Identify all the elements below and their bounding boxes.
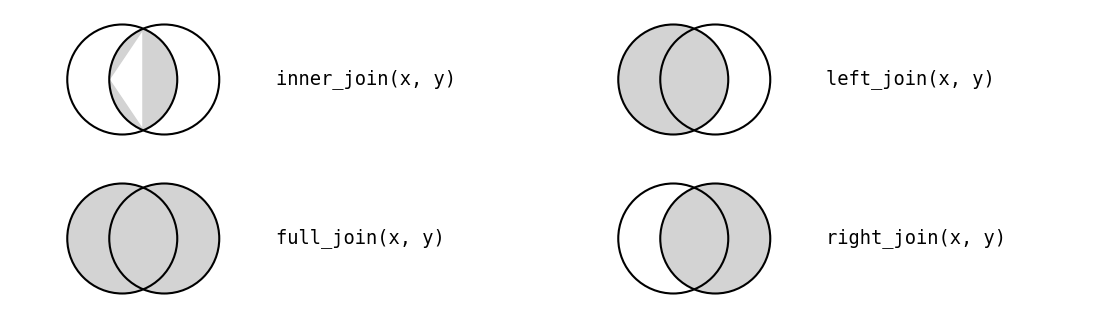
Text: right_join(x, y): right_join(x, y): [826, 229, 1006, 248]
Ellipse shape: [109, 183, 219, 294]
Ellipse shape: [67, 183, 177, 294]
Polygon shape: [109, 29, 177, 130]
Text: inner_join(x, y): inner_join(x, y): [276, 70, 455, 89]
Ellipse shape: [660, 183, 770, 294]
Text: left_join(x, y): left_join(x, y): [826, 70, 995, 89]
Text: full_join(x, y): full_join(x, y): [276, 229, 444, 248]
Ellipse shape: [618, 24, 728, 135]
